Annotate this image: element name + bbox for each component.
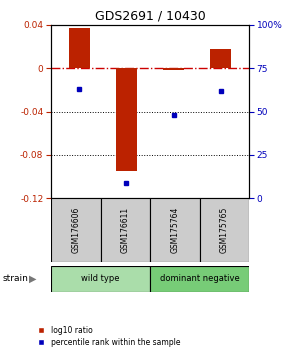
Bar bbox=[210, 48, 231, 68]
Bar bbox=[69, 28, 90, 68]
Bar bbox=[200, 198, 249, 262]
Bar bbox=[150, 266, 249, 292]
Text: dominant negative: dominant negative bbox=[160, 274, 239, 283]
Bar bbox=[51, 198, 100, 262]
Title: GDS2691 / 10430: GDS2691 / 10430 bbox=[94, 9, 206, 22]
Bar bbox=[163, 68, 184, 70]
Bar bbox=[51, 266, 150, 292]
Text: wild type: wild type bbox=[81, 274, 120, 283]
Text: ▶: ▶ bbox=[28, 274, 36, 284]
Legend: log10 ratio, percentile rank within the sample: log10 ratio, percentile rank within the … bbox=[34, 326, 181, 347]
Text: GSM175764: GSM175764 bbox=[170, 207, 179, 253]
Text: strain: strain bbox=[3, 274, 29, 284]
Text: GSM176606: GSM176606 bbox=[71, 207, 80, 253]
Bar bbox=[116, 68, 137, 171]
Text: GSM176611: GSM176611 bbox=[121, 207, 130, 253]
Bar bbox=[100, 198, 150, 262]
Bar bbox=[150, 198, 200, 262]
Text: GSM175765: GSM175765 bbox=[220, 207, 229, 253]
